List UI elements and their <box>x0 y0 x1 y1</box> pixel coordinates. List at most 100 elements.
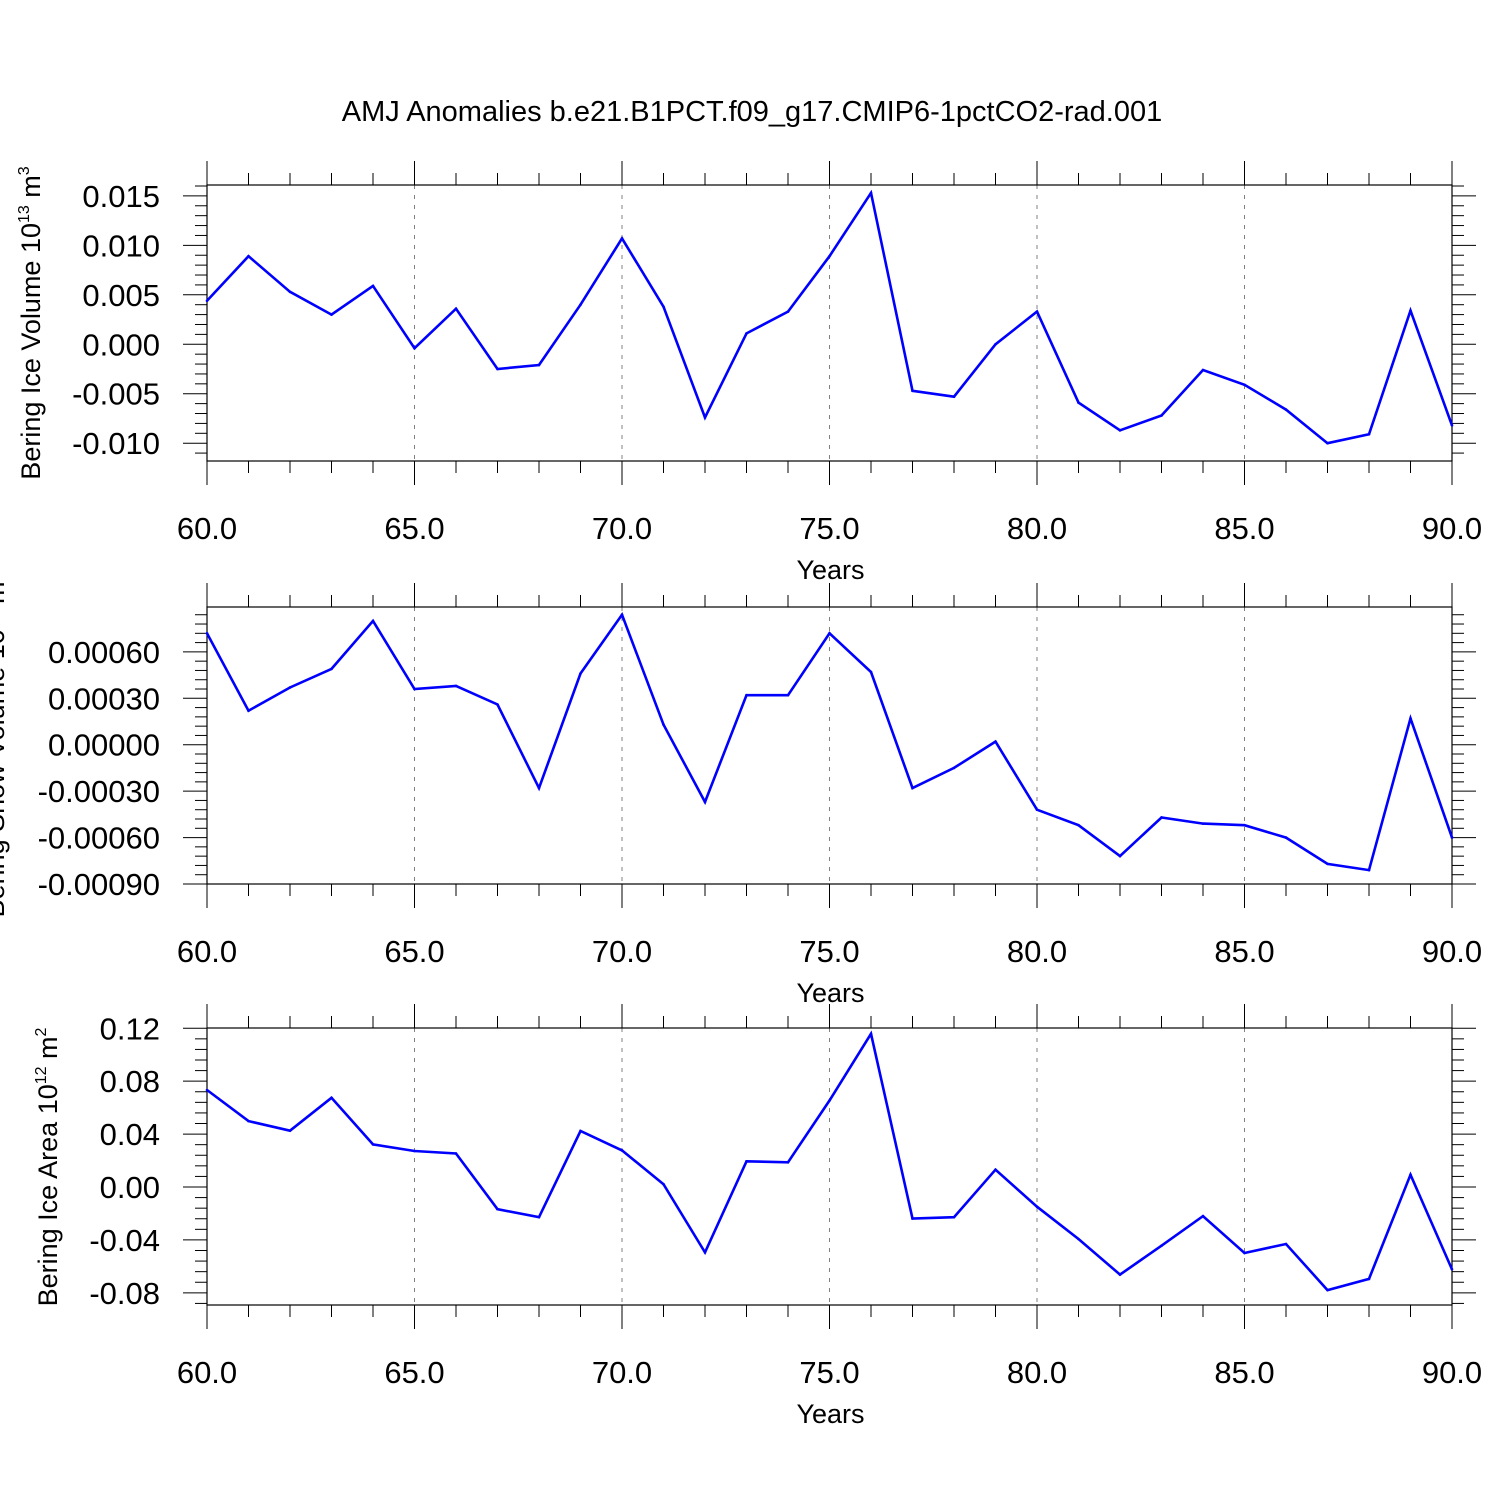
x-tick-label: 60.0 <box>177 1355 237 1390</box>
chart-panel-1: 60.0 65.0 70.0 75.0 80.0 85.0 90.0 -0.010 -0.005… <box>16 161 1482 585</box>
data-point <box>454 1152 458 1155</box>
y-tick-label: 0.08 <box>100 1064 160 1099</box>
y-tick-label: -0.00030 <box>38 774 160 809</box>
data-point <box>1284 1242 1288 1246</box>
data-point <box>828 632 831 635</box>
series-line <box>205 611 1454 872</box>
x-tick-label: 90.0 <box>1422 511 1482 546</box>
y-tick-label: -0.00060 <box>38 821 160 856</box>
data-point <box>1450 424 1454 427</box>
y-tick-label: 0.00060 <box>48 635 160 670</box>
x-tick-label: 60.0 <box>177 934 237 969</box>
data-point <box>911 1217 914 1220</box>
y-tick-label: -0.00090 <box>38 867 160 902</box>
data-point <box>1201 368 1205 372</box>
y-tick-label: 0.015 <box>82 179 160 214</box>
data-point <box>1243 383 1246 387</box>
data-point <box>1035 1205 1039 1209</box>
x-axis-title: Years <box>796 555 864 585</box>
data-point <box>288 290 292 294</box>
y-tick-label: 0.00030 <box>48 681 160 716</box>
data-point <box>786 310 790 313</box>
x-axis-title: Years <box>796 1399 864 1429</box>
y-tick-label: -0.005 <box>72 377 160 412</box>
x-tick-label: 80.0 <box>1007 511 1067 546</box>
data-point <box>662 1182 665 1186</box>
data-point <box>703 800 707 804</box>
y-axis-title: Bering Ice Area 1012 m2 <box>33 1027 63 1306</box>
data-point <box>1160 816 1163 819</box>
data-point <box>1326 441 1329 445</box>
data-point <box>952 766 956 770</box>
figure-title: AMJ Anomalies b.e21.B1PCT.f09_g17.CMIP6-… <box>342 96 1162 128</box>
data-point <box>786 1160 790 1164</box>
x-tick-label: 90.0 <box>1422 934 1482 969</box>
data-point <box>1326 1288 1329 1292</box>
data-point <box>1077 1237 1080 1241</box>
data-point <box>537 1215 541 1219</box>
data-point <box>1409 309 1412 312</box>
data-point <box>579 303 582 306</box>
data-point <box>745 332 748 335</box>
data-point <box>537 786 541 790</box>
x-tick-label: 70.0 <box>592 934 652 969</box>
x-tick-label: 80.0 <box>1007 1355 1067 1390</box>
data-point <box>496 703 499 706</box>
data-point <box>247 1119 250 1123</box>
data-point <box>994 740 997 743</box>
data-point <box>330 667 333 671</box>
y-axis-title-text: Bering Ice Volume 10 <box>16 223 46 480</box>
y-axis-title-unit: m <box>0 581 10 611</box>
data-point <box>1118 854 1122 858</box>
data-point <box>994 342 997 346</box>
data-point <box>620 613 624 617</box>
data-point <box>1243 1251 1246 1255</box>
x-tick-label: 75.0 <box>799 511 859 546</box>
data-point <box>828 1099 831 1102</box>
data-point <box>703 1251 707 1254</box>
x-tick-label: 65.0 <box>384 1355 444 1390</box>
data-point <box>1160 1244 1163 1248</box>
x-tick-label: 85.0 <box>1214 934 1274 969</box>
y-axis-title-unit-exponent: 2 <box>33 1027 50 1036</box>
data-point <box>288 1129 292 1132</box>
data-point <box>952 395 956 398</box>
x-tick-label: 85.0 <box>1214 1355 1274 1390</box>
data-point <box>1450 836 1454 839</box>
data-point <box>1077 823 1080 827</box>
data-point <box>579 1129 582 1133</box>
data-point <box>413 1149 416 1153</box>
y-axis-title: Bering Ice Volume 1013 m3 <box>16 166 46 479</box>
x-tick-label: 90.0 <box>1422 1355 1482 1390</box>
y-axis-title-unit: m <box>16 175 46 205</box>
data-point <box>247 709 250 712</box>
y-tick-label: 0.12 <box>100 1011 160 1046</box>
data-point <box>579 672 582 675</box>
data-point <box>1450 1268 1454 1271</box>
data-point <box>496 1207 499 1211</box>
data-point <box>952 1215 956 1219</box>
y-tick-label: 0.010 <box>82 228 160 263</box>
data-point <box>911 389 914 393</box>
x-axis-title: Years <box>796 978 864 1008</box>
data-point <box>703 416 707 419</box>
x-tick-label: 85.0 <box>1214 511 1274 546</box>
x-tick-label: 70.0 <box>592 511 652 546</box>
data-point <box>205 632 209 635</box>
data-point <box>205 1088 209 1092</box>
data-point <box>869 670 873 674</box>
chart-panel-3: 60.0 65.0 70.0 75.0 80.0 85.0 90.0 -0.08 -0.04 0.… <box>33 1004 1482 1429</box>
data-point <box>869 191 873 195</box>
data-point <box>371 284 375 288</box>
y-axis-title-unit-exponent: 3 <box>16 166 33 175</box>
x-tick-label: 65.0 <box>384 934 444 969</box>
data-point <box>1077 401 1080 404</box>
data-point <box>288 686 292 689</box>
data-point <box>1035 310 1039 313</box>
data-point <box>330 313 333 316</box>
data-point <box>205 299 209 303</box>
y-tick-label: 0.00 <box>100 1170 160 1205</box>
x-tick-label: 60.0 <box>177 511 237 546</box>
data-point <box>1118 429 1122 432</box>
data-point <box>1284 836 1288 839</box>
